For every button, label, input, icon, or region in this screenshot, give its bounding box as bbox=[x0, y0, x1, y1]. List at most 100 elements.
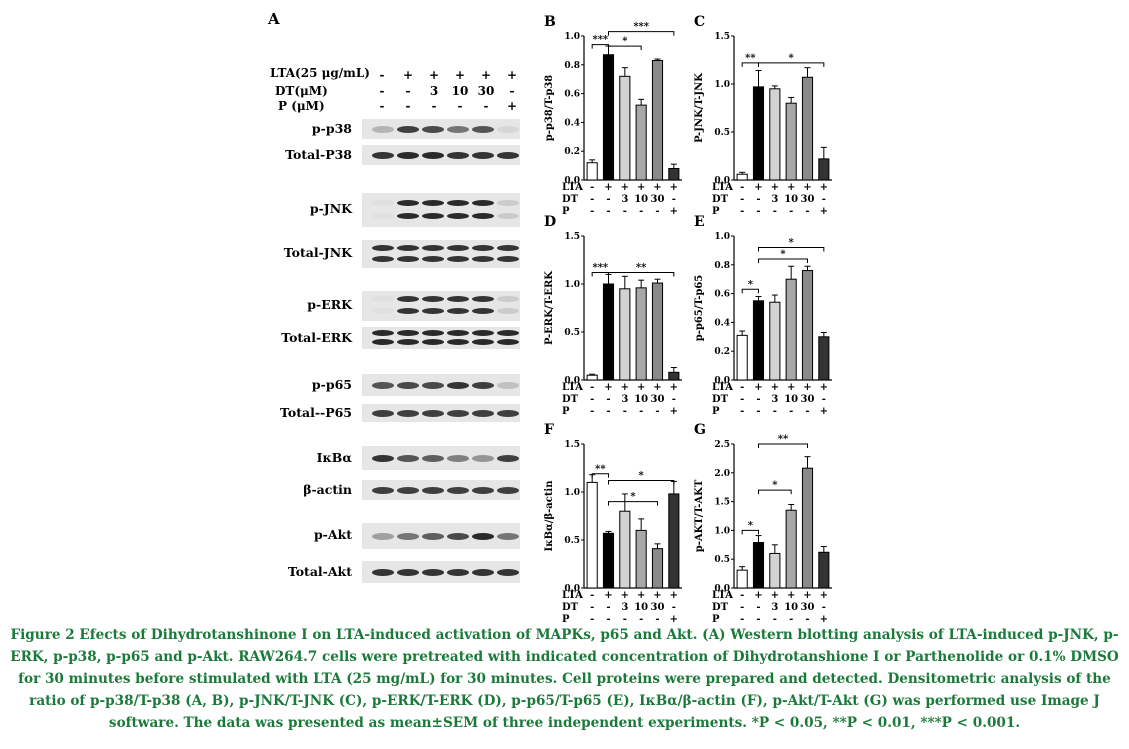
condition-value: + bbox=[787, 382, 795, 393]
blot-band bbox=[422, 409, 444, 417]
lta-cond-3: + bbox=[428, 68, 440, 82]
blot-band bbox=[447, 330, 469, 337]
blot-band bbox=[422, 308, 444, 315]
blot-band bbox=[447, 244, 469, 251]
condition-value: + bbox=[637, 590, 645, 601]
condition-value: 30 bbox=[801, 194, 815, 205]
blot-band bbox=[472, 486, 494, 494]
condition-value: + bbox=[670, 406, 678, 417]
significance-bracket bbox=[758, 247, 825, 252]
condition-value: + bbox=[670, 206, 678, 217]
blot-band bbox=[497, 296, 519, 303]
y-tick-label: 1.5 bbox=[714, 498, 730, 508]
y-axis-label: p-p65/T-p65 bbox=[694, 275, 705, 342]
condition-value: + bbox=[670, 382, 678, 393]
condition-row-label: P bbox=[712, 206, 720, 217]
blot-image bbox=[362, 145, 520, 165]
significance-bracket bbox=[608, 271, 675, 277]
condition-value: - bbox=[756, 406, 760, 417]
dt-cond-5: 30 bbox=[477, 84, 495, 98]
condition-row-label: P bbox=[562, 406, 570, 417]
blot-band bbox=[497, 308, 519, 315]
bar bbox=[785, 102, 797, 181]
condition-value: - bbox=[606, 602, 610, 613]
y-tick-label: 0.5 bbox=[714, 555, 730, 565]
bar bbox=[818, 336, 830, 381]
blot-band bbox=[422, 244, 444, 251]
dt-cond-2: - bbox=[405, 84, 411, 98]
blot-band bbox=[422, 330, 444, 337]
condition-value: 3 bbox=[771, 602, 778, 613]
bar bbox=[619, 288, 631, 381]
y-tick-label: 0.0 bbox=[564, 376, 580, 386]
condition-value: - bbox=[740, 590, 744, 601]
condition-value: - bbox=[773, 614, 777, 625]
condition-row-label: DT bbox=[562, 194, 579, 205]
blot-label: p-Akt bbox=[313, 527, 352, 542]
condition-value: + bbox=[653, 182, 661, 193]
blot-image bbox=[362, 119, 520, 139]
y-tick-label: 0.2 bbox=[564, 147, 580, 157]
bar bbox=[602, 283, 615, 381]
condition-value: - bbox=[655, 206, 659, 217]
bar bbox=[769, 552, 781, 589]
condition-value: - bbox=[606, 394, 610, 405]
condition-value: 30 bbox=[801, 394, 815, 405]
condition-row-label: P bbox=[712, 614, 720, 625]
significance-bracket bbox=[741, 288, 759, 294]
y-tick-label: 0.2 bbox=[714, 347, 730, 357]
condition-value: 10 bbox=[634, 602, 648, 613]
condition-value: + bbox=[820, 182, 828, 193]
blot-band bbox=[397, 213, 419, 220]
condition-row-label: LTA bbox=[562, 382, 583, 393]
condition-value: + bbox=[604, 590, 612, 601]
y-axis-label: p-p38/T-p38 bbox=[544, 75, 555, 142]
blot-band bbox=[497, 532, 519, 540]
condition-value: - bbox=[805, 206, 809, 217]
condition-value: - bbox=[740, 614, 744, 625]
blot-band bbox=[397, 199, 419, 206]
condition-value: + bbox=[621, 182, 629, 193]
condition-value: - bbox=[672, 394, 676, 405]
condition-value: + bbox=[787, 182, 795, 193]
y-tick-label: 0.4 bbox=[564, 118, 580, 128]
significance-bracket bbox=[741, 529, 759, 535]
condition-value: - bbox=[590, 602, 594, 613]
significance-label: ** bbox=[636, 262, 647, 273]
blot-band bbox=[447, 338, 469, 345]
significance-label: * bbox=[639, 470, 645, 481]
blot-band bbox=[472, 454, 494, 462]
y-tick-label: 0.6 bbox=[714, 290, 730, 300]
bar bbox=[668, 167, 680, 181]
blot-band bbox=[372, 244, 394, 251]
blot-label: Total-JNK bbox=[283, 245, 352, 260]
condition-value: + bbox=[604, 382, 612, 393]
condition-value: - bbox=[789, 614, 793, 625]
significance-label: * bbox=[748, 520, 754, 531]
blot-band bbox=[422, 381, 444, 389]
bar bbox=[651, 59, 664, 181]
condition-row-label: P bbox=[712, 406, 720, 417]
dt-condition-row: - - 3 10 30 - bbox=[372, 84, 522, 98]
blot-band bbox=[447, 409, 469, 417]
condition-row-label: DT bbox=[562, 602, 579, 613]
blot-label: IκBα bbox=[316, 450, 352, 465]
lta-cond-1: - bbox=[379, 68, 385, 82]
condition-value: 30 bbox=[651, 194, 665, 205]
blot-band bbox=[372, 338, 394, 345]
blot-band bbox=[372, 151, 394, 159]
significance-bracket bbox=[758, 258, 808, 264]
blot-band bbox=[472, 199, 494, 206]
blot-band bbox=[447, 151, 469, 159]
condition-row-label: LTA bbox=[712, 590, 733, 601]
blot-image bbox=[362, 327, 520, 349]
blot-label: Total--P65 bbox=[280, 405, 352, 420]
condition-row-label: DT bbox=[712, 602, 729, 613]
p-condition-row: - - - - - + bbox=[372, 99, 522, 113]
blot-band bbox=[447, 568, 469, 576]
blot-band bbox=[422, 256, 444, 263]
bar bbox=[651, 282, 664, 381]
blot-band bbox=[497, 330, 519, 337]
blot-label: β-actin bbox=[303, 482, 352, 497]
condition-value: - bbox=[805, 406, 809, 417]
